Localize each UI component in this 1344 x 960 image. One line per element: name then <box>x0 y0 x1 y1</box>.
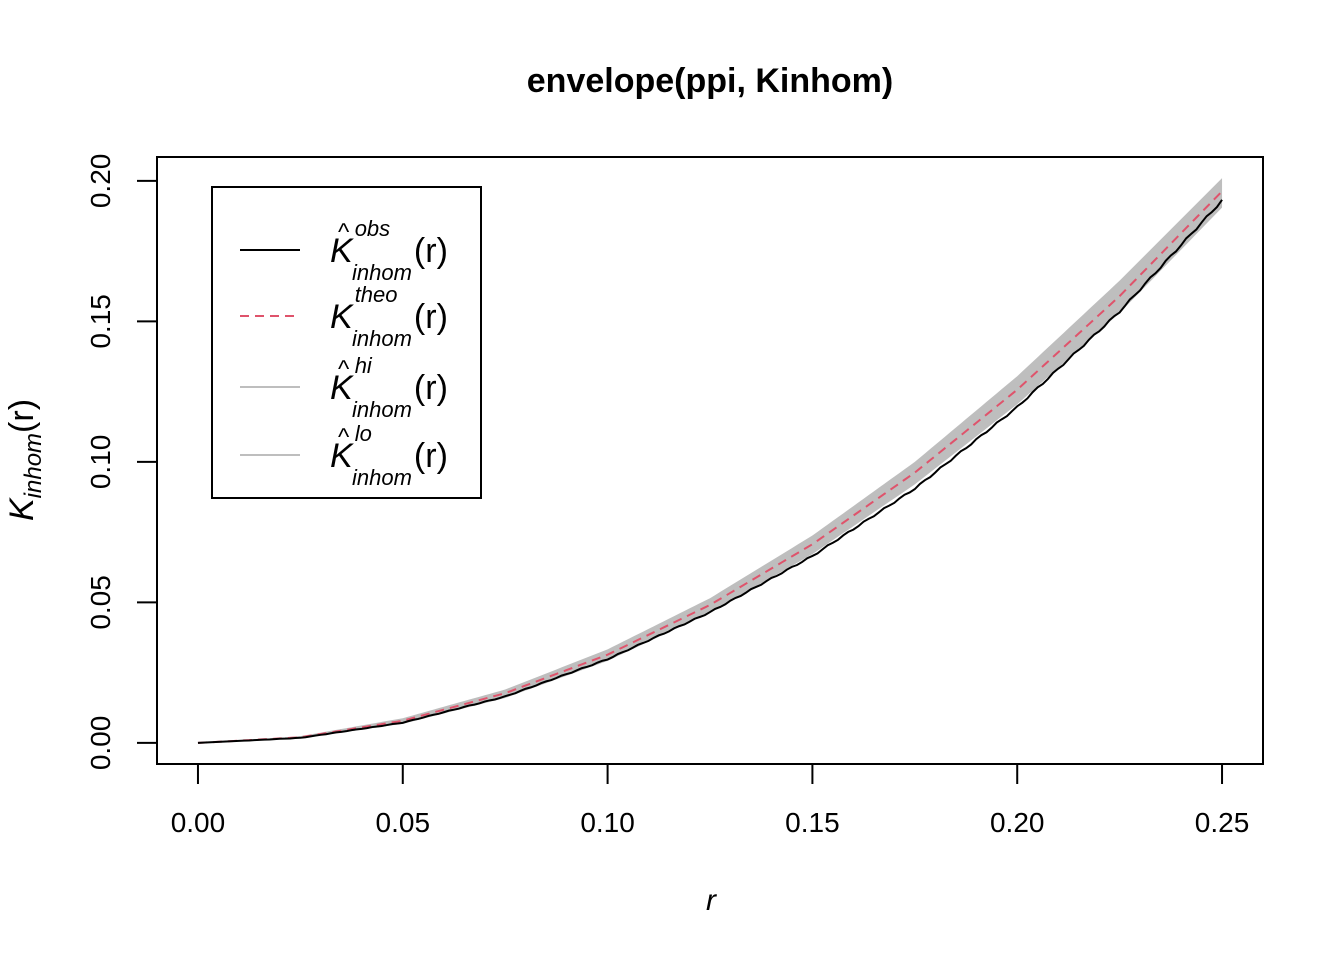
legend-label-paren: (r) <box>414 298 448 336</box>
legend-label-sup: lo <box>355 421 372 446</box>
chart-title: envelope(ppi, Kinhom) <box>527 62 893 100</box>
x-tick-label: 0.15 <box>785 807 840 838</box>
legend-label-sub: inhom <box>352 465 412 490</box>
legend-label-main: K <box>330 437 354 475</box>
y-tick-label: 0.15 <box>85 294 116 349</box>
legend-label-obs: Kobs inhom(r) <box>330 216 448 285</box>
series-line-theo <box>197 190 1223 744</box>
x-tick-label: 0.00 <box>171 807 226 838</box>
legend-label-paren: (r) <box>414 232 448 270</box>
legend-label-sup: hi <box>355 353 373 378</box>
series-line-obs <box>197 199 1223 744</box>
legend-label-sub: inhom <box>352 260 412 285</box>
legend-label-sup: theo <box>355 282 398 307</box>
legend: Kobs inhom(r)^Ktheo inhom(r)Khi inhom(r)^Kl… <box>211 186 482 499</box>
x-axis-label: r <box>706 884 717 917</box>
y-tick-label: 0.05 <box>85 575 116 630</box>
y-axis-label: Kinhom(r) <box>3 399 47 521</box>
y-axis-label-sub: inhom <box>20 433 47 498</box>
legend-label-sub: inhom <box>352 397 412 422</box>
legend-entry-theo: Ktheo inhom(r) <box>330 282 448 351</box>
legend-label-theo: Ktheo inhom(r) <box>330 282 448 351</box>
y-axis-label-paren: (r) <box>3 399 41 433</box>
x-axis: 0.00 0.05 0.10 0.15 0.20 0.25 <box>171 763 1250 838</box>
svg-text:Kinhom(r): Kinhom(r) <box>3 399 47 521</box>
legend-label-main: K <box>330 369 354 407</box>
x-tick-label: 0.20 <box>990 807 1045 838</box>
legend-box <box>211 186 482 499</box>
legend-label-hi: Khi inhom(r) <box>330 353 448 422</box>
legend-label-paren: (r) <box>414 369 448 407</box>
y-tick-label: 0.20 <box>85 154 116 209</box>
x-tick-label: 0.25 <box>1195 807 1250 838</box>
legend-label-sup: obs <box>355 216 390 241</box>
x-tick-label: 0.05 <box>376 807 431 838</box>
y-tick-label: 0.00 <box>85 716 116 771</box>
y-axis: 0.00 0.05 0.10 0.15 0.20 <box>85 154 158 771</box>
legend-label-sub: inhom <box>352 326 412 351</box>
plot-area <box>197 178 1223 744</box>
legend-label-main: K <box>330 298 354 336</box>
legend-hat: ^ <box>338 424 350 451</box>
legend-label-paren: (r) <box>414 437 448 475</box>
y-tick-label: 0.10 <box>85 435 116 490</box>
legend-entry-hi: Khi inhom(r) ^ <box>330 353 448 422</box>
legend-label-lo: Klo inhom(r) <box>330 421 448 490</box>
y-axis-label-main: K <box>3 497 41 521</box>
x-tick-label: 0.10 <box>580 807 635 838</box>
legend-hat: ^ <box>338 219 350 246</box>
legend-entry-lo: Klo inhom(r) ^ <box>330 421 448 490</box>
legend-entry-obs: Kobs inhom(r) ^ <box>330 216 448 285</box>
legend-hat: ^ <box>338 356 350 383</box>
legend-label-main: K <box>330 232 354 270</box>
